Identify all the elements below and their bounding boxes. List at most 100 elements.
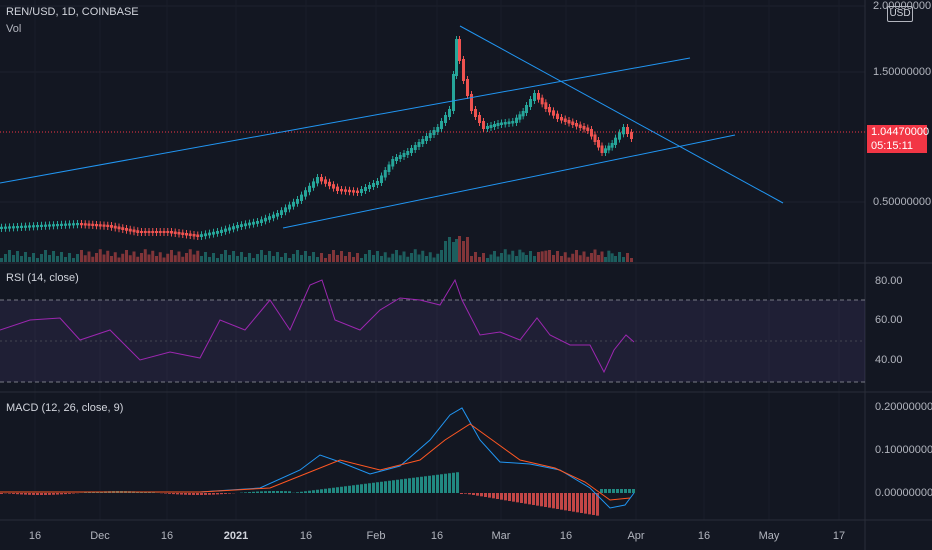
volume-bar — [181, 256, 185, 262]
candle-body — [432, 130, 436, 135]
volume-bar — [240, 252, 243, 262]
macd-histogram-bar — [24, 493, 27, 495]
volume-bar — [48, 255, 51, 262]
candle-body — [12, 226, 15, 229]
volume-bar — [417, 254, 421, 262]
candle-body — [489, 125, 493, 128]
macd-histogram-bar — [408, 478, 411, 493]
candle-body — [448, 109, 451, 117]
volume-bar — [500, 253, 503, 262]
macd-histogram-bar — [36, 493, 39, 495]
volume-bar — [173, 255, 177, 262]
volume-bar — [614, 256, 617, 262]
volume-bar — [143, 249, 147, 262]
volume-bar — [304, 251, 307, 262]
candle-body — [102, 224, 106, 227]
macd-tick-label: 0.00000000 — [875, 487, 932, 499]
candle-body — [478, 115, 481, 123]
symbol-title[interactable]: REN/USD, 1D, COINBASE — [6, 6, 139, 18]
macd-histogram-bar — [464, 493, 467, 494]
time-tick-label: May — [758, 530, 780, 542]
macd-histogram-bar — [284, 491, 287, 493]
candle-body — [320, 177, 323, 182]
macd-histogram-bar — [56, 493, 59, 495]
candle-body — [626, 127, 629, 134]
macd-histogram-bar — [548, 493, 551, 508]
volume-bar — [147, 254, 151, 262]
volume-bar — [474, 252, 477, 262]
volume-bar — [604, 257, 607, 262]
candle-body — [410, 148, 413, 153]
volume-bar — [220, 254, 223, 262]
candle-body — [48, 224, 51, 227]
volume-bar — [87, 251, 91, 262]
volume-bar — [102, 254, 106, 262]
macd-histogram-bar — [416, 477, 419, 493]
volume-bar — [32, 253, 35, 262]
candle-body — [208, 232, 211, 236]
macd-histogram-bar — [336, 487, 339, 493]
volume-bar — [24, 252, 27, 262]
macd-histogram-bar — [228, 493, 231, 494]
volume-bar — [540, 251, 544, 262]
macd-histogram-bar — [632, 489, 635, 493]
volume-bar — [28, 257, 31, 262]
macd-histogram-bar — [492, 493, 495, 499]
volume-bar — [121, 253, 125, 262]
candle-body — [518, 114, 522, 120]
candle-body — [173, 231, 177, 234]
volume-bar — [567, 257, 571, 262]
volume-bar — [177, 251, 181, 262]
volume-bar — [455, 239, 458, 262]
macd-histogram-bar — [324, 488, 327, 493]
time-tick-label: Mar — [491, 530, 511, 542]
macd-indicator-label[interactable]: MACD (12, 26, close, 9) — [6, 402, 124, 414]
macd-histogram-bar — [384, 481, 387, 493]
volume-bar — [458, 236, 461, 262]
macd-histogram-bar — [52, 493, 55, 495]
candle-body — [521, 111, 525, 117]
price-tick-label: 1.50000000 — [873, 66, 932, 78]
volume-bar — [444, 241, 447, 262]
macd-line — [0, 407, 635, 509]
candle-body — [200, 234, 203, 237]
macd-histogram-bar — [88, 492, 91, 493]
rsi-line — [0, 278, 635, 374]
volume-label[interactable]: Vol — [6, 23, 22, 35]
candle-body — [252, 221, 255, 225]
volume-bar — [4, 254, 7, 262]
candle-body — [455, 39, 458, 76]
candle-body — [44, 224, 47, 227]
candle-body — [525, 105, 528, 113]
candle-body — [515, 117, 518, 123]
volume-bar — [344, 256, 347, 262]
currency-button[interactable]: USD — [887, 6, 913, 22]
macd-histogram-bar — [304, 491, 307, 493]
rsi-indicator-label[interactable]: RSI (14, close) — [6, 272, 79, 284]
time-tick-label: Dec — [90, 530, 110, 542]
macd-histogram-bar — [508, 493, 511, 501]
volume-bar — [212, 253, 215, 262]
macd-histogram-bar — [268, 491, 271, 493]
candle-body — [567, 120, 571, 124]
candle-body — [383, 170, 387, 178]
macd-histogram-bar — [320, 489, 323, 493]
volume-bar — [428, 252, 432, 262]
candle-body — [24, 225, 27, 228]
candle-body — [162, 231, 166, 233]
macd-histogram-bar — [568, 493, 571, 511]
volume-bar — [391, 253, 395, 262]
candle-body — [181, 232, 185, 235]
candle-body — [128, 228, 132, 232]
candle-body — [228, 227, 231, 231]
volume-bar — [548, 250, 551, 262]
candle-body — [106, 224, 110, 227]
candle-body — [151, 231, 155, 233]
candle-body — [192, 234, 196, 237]
volume-bar — [593, 249, 597, 262]
candle-body — [260, 219, 263, 223]
candle-body — [578, 124, 582, 128]
macd-histogram-bar — [264, 491, 267, 493]
volume-bar — [162, 257, 166, 262]
